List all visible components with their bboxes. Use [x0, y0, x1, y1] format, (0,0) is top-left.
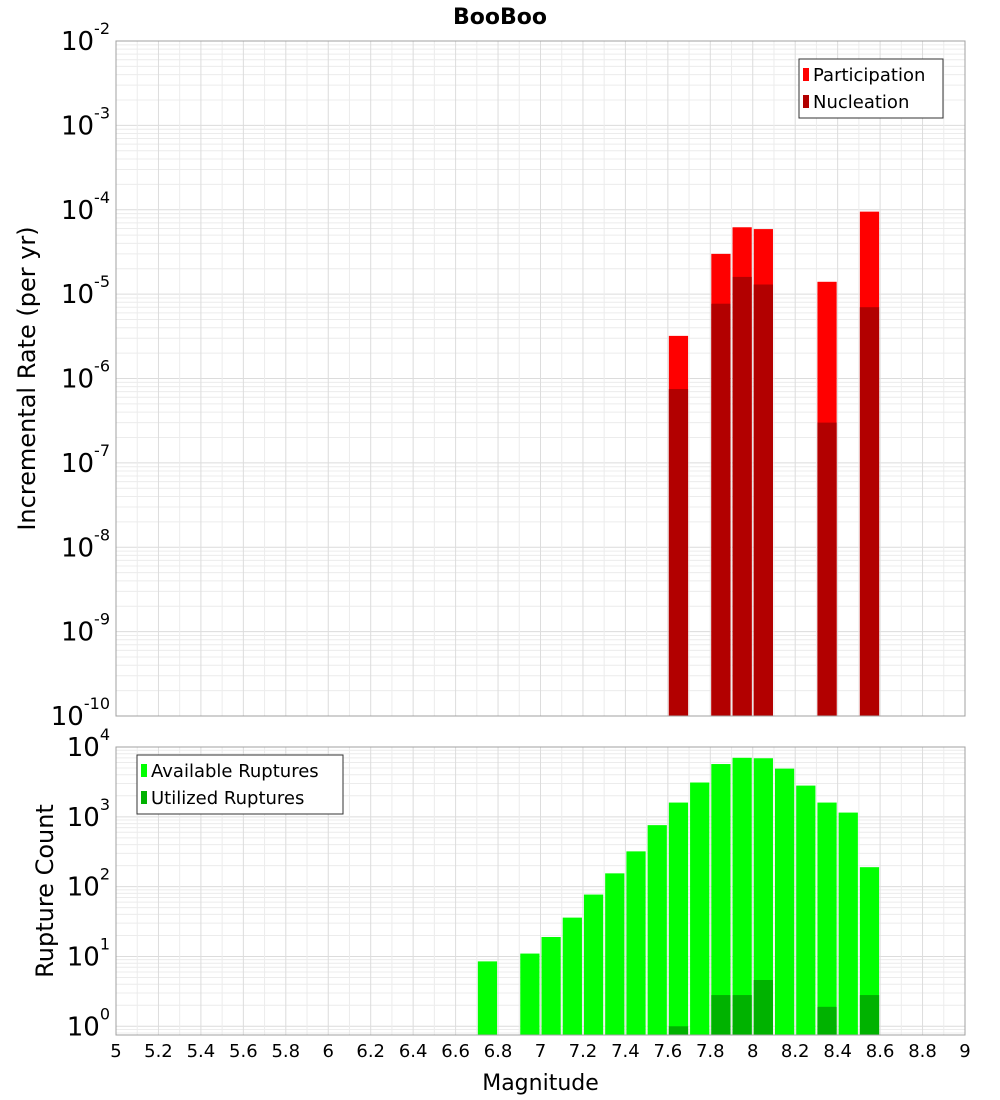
- bar: [838, 812, 858, 1035]
- series-nucleation: [668, 276, 880, 716]
- bar: [817, 1006, 837, 1035]
- x-tick-label: 7: [535, 1041, 546, 1062]
- x-tick-label: 6.6: [441, 1041, 470, 1062]
- y-tick-label: 10-7: [61, 441, 110, 479]
- bar: [605, 873, 625, 1035]
- y-tick-label: 101: [67, 934, 110, 972]
- bar: [732, 276, 752, 716]
- x-tick-label: 6: [323, 1041, 334, 1062]
- x-tick-label: 7.4: [611, 1041, 640, 1062]
- bar: [774, 768, 795, 1035]
- x-tick-label: 6.4: [399, 1041, 428, 1062]
- y-tick-labels: 10-10 10-9 10-8 10-7 10-6 10-5 10-4 10-3 10-2: [51, 19, 110, 732]
- legend: Participation Nucleation: [798, 58, 944, 119]
- legend-box: [798, 58, 944, 119]
- bar: [647, 825, 667, 1035]
- x-tick-label: 7.8: [696, 1041, 725, 1062]
- x-tick-label: 8.8: [908, 1041, 937, 1062]
- bar: [859, 867, 880, 1035]
- plot-border: [115, 40, 966, 717]
- series-available-ruptures: [477, 757, 880, 1035]
- bar: [690, 782, 710, 1035]
- x-axis-label: Magnitude: [482, 1071, 599, 1096]
- bar: [711, 303, 731, 716]
- bar: [753, 284, 773, 716]
- y-tick-label: 10-3: [61, 103, 110, 141]
- gridlines: [115, 40, 966, 717]
- y-tick-label: 10-6: [61, 357, 110, 395]
- bar: [668, 802, 689, 1035]
- legend-swatch: [803, 68, 809, 81]
- legend: Available Ruptures Utilized Ruptures: [136, 754, 344, 815]
- legend-swatch: [141, 791, 147, 804]
- bar: [711, 764, 731, 1035]
- series-utilized-ruptures: [668, 980, 880, 1035]
- bar: [732, 757, 752, 1035]
- y-tick-label: 102: [67, 865, 110, 903]
- x-tick-label: 6.8: [484, 1041, 513, 1062]
- bar: [520, 953, 540, 1035]
- y-tick-label: 104: [67, 725, 110, 763]
- legend-label: Participation: [813, 65, 925, 86]
- x-tick-label: 5.2: [144, 1041, 173, 1062]
- incremental-rate-chart: 10-10 10-9 10-8 10-7 10-6 10-5 10-4 10-3 10-2 Inc…: [13, 19, 966, 732]
- y-tick-label: 10-5: [61, 272, 110, 310]
- bar: [711, 995, 731, 1035]
- y-axis-label: Rupture Count: [31, 804, 59, 978]
- x-tick-label: 5.6: [229, 1041, 258, 1062]
- x-tick-label: 5.8: [271, 1041, 300, 1062]
- bar: [626, 851, 646, 1035]
- y-tick-label: 10-10: [51, 694, 110, 732]
- legend-box: [136, 754, 344, 815]
- bar: [817, 802, 837, 1035]
- bar: [668, 389, 689, 716]
- bar: [541, 936, 561, 1035]
- bar: [859, 995, 880, 1035]
- bar: [583, 894, 604, 1035]
- bar: [668, 1026, 689, 1035]
- x-tick-labels: 5 5.2 5.4 5.6 5.8 6 6.2 6.4 6.6 6.8 7 7.2 7.4 7.6 7.8 8…: [110, 1041, 970, 1062]
- x-tick-label: 8.6: [866, 1041, 895, 1062]
- y-tick-labels: 100 101 102 103 104: [67, 725, 110, 1042]
- bar: [859, 307, 880, 716]
- x-tick-label: 5.4: [187, 1041, 216, 1062]
- bar: [753, 980, 773, 1035]
- chart-title: BooBoo: [453, 5, 547, 30]
- x-tick-label: 5: [110, 1041, 121, 1062]
- legend-label: Utilized Ruptures: [151, 788, 304, 809]
- y-tick-label: 10-4: [61, 188, 110, 226]
- y-tick-label: 10-8: [61, 525, 110, 563]
- y-axis-label: Incremental Rate (per yr): [13, 226, 41, 530]
- legend-label: Available Ruptures: [151, 761, 319, 782]
- x-tick-label: 8.4: [823, 1041, 852, 1062]
- bar: [796, 785, 816, 1035]
- x-tick-label: 7.2: [569, 1041, 598, 1062]
- legend-label: Nucleation: [813, 92, 909, 113]
- legend-swatch: [803, 95, 809, 108]
- rupture-count-chart: 100 101 102 103 104 Rupture Count 5 5.2 5.4 5.6 5.…: [31, 725, 971, 1096]
- bar: [477, 961, 498, 1035]
- bar: [732, 995, 752, 1035]
- y-tick-label: 100: [67, 1004, 110, 1042]
- x-tick-label: 8: [747, 1041, 758, 1062]
- bar: [562, 917, 582, 1035]
- plot-border: [115, 746, 966, 1036]
- x-tick-label: 7.6: [654, 1041, 683, 1062]
- y-tick-label: 10-9: [61, 610, 110, 648]
- y-tick-label: 103: [67, 795, 110, 833]
- x-tick-label: 9: [959, 1041, 970, 1062]
- x-tick-label: 6.2: [356, 1041, 385, 1062]
- bar: [817, 422, 837, 716]
- y-tick-label: 10-2: [61, 19, 110, 57]
- x-tick-label: 8.2: [781, 1041, 810, 1062]
- legend-swatch: [141, 764, 147, 777]
- bar: [753, 758, 773, 1035]
